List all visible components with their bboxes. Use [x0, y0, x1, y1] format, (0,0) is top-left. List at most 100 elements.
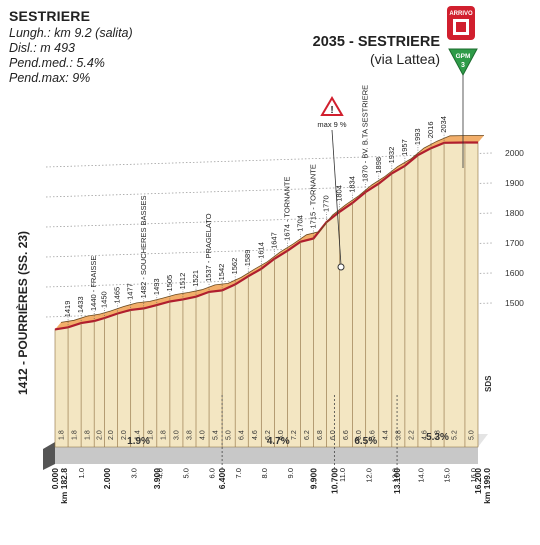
segment-gradient: 3.0	[173, 430, 180, 440]
segment-gradient: 1.4	[134, 430, 141, 440]
segment-gradient: 4.4	[382, 430, 389, 440]
y-tick-label: 1500	[505, 298, 524, 308]
km-tick-label: 15.0	[443, 468, 452, 483]
page-title: SESTRIERE	[9, 8, 91, 24]
max-gradient-marker: max 9 %	[317, 120, 347, 129]
elevation-label: 1512	[178, 273, 187, 290]
elevation-label: 1715 - TORNANTE	[309, 164, 318, 228]
elevation-label: 1647	[269, 232, 278, 249]
km-tick-label: 9.0	[286, 468, 295, 478]
max-gradient-leader	[331, 129, 342, 266]
segment-gradient: 2.0	[96, 430, 103, 440]
km-tick-label: 3.0	[129, 468, 138, 478]
climb-average-gradient: Pend.med.: 5.4%	[9, 56, 105, 70]
km-total-label: km 199.0	[482, 468, 492, 504]
segment-gradient: 6.8	[317, 430, 324, 440]
elevation-label: 1932	[387, 147, 396, 164]
km-tick-label: 6.400	[217, 468, 227, 490]
climb-max-gradient: Pend.max: 9%	[9, 71, 91, 85]
y-tick-label: 1700	[505, 238, 524, 248]
elevation-label: 1589	[243, 250, 252, 267]
elevation-label: 1465	[113, 287, 122, 304]
segment-gradient: 4.6	[252, 430, 259, 440]
km-tick-label: 3.900	[152, 468, 162, 490]
ground-front-face	[55, 447, 478, 464]
climb-length: Lungh.: km 9.2 (salita)	[9, 26, 133, 40]
elevation-label: 1537 - PRAGELATO	[204, 213, 213, 282]
km-tick-label: 9.900	[309, 468, 319, 490]
km-tick-label: 7.0	[234, 468, 243, 478]
profile-area	[54, 135, 484, 448]
segment-gradient: 5.4	[213, 430, 220, 440]
km-tick-label: 12.0	[364, 468, 373, 483]
elevation-label: 1505	[165, 275, 174, 292]
section-average: 4.7%	[267, 436, 290, 447]
y-tick-label: 1600	[505, 268, 524, 278]
profile-top-edge	[60, 135, 484, 323]
elevation-label: 1450	[100, 291, 109, 308]
segment-gradient: 5.0	[226, 430, 233, 440]
y-tick-label: 1900	[505, 178, 524, 188]
segment-gradient: 6.0	[278, 430, 285, 440]
finish-name: 2035 - SESTRIERE	[312, 34, 440, 50]
climb-elevation-gain: Disl.: m 493	[9, 41, 75, 55]
arrivo-badge-label: ARRIVO	[449, 11, 473, 17]
segment-gradient: 4.6	[421, 430, 428, 440]
segment-gradient: 3.8	[186, 430, 193, 440]
gpm-icon	[448, 48, 478, 77]
segment-gradient: 5.0	[468, 430, 475, 440]
section-average: 5.3%	[426, 432, 449, 443]
segment-gradient: 1.8	[85, 430, 92, 440]
segment-gradient: 2.2	[408, 430, 415, 440]
segment-gradient: 4.0	[200, 430, 207, 440]
start-location-label: 1412 - POURRIÈRES (SS. 23)	[15, 231, 30, 395]
km-tick-label: 16.200	[473, 468, 483, 494]
segment-gradient: 6.4	[239, 430, 246, 440]
segment-columns	[67, 142, 466, 447]
finish-label: 2035 - SESTRIERE (via Lattea)	[313, 34, 440, 68]
finish-subtitle: (via Lattea)	[369, 51, 440, 67]
km-tick-label: 5.0	[182, 468, 191, 478]
elevation-label: 1493	[152, 278, 161, 295]
section-average: 6.5%	[354, 436, 377, 447]
elevation-labels: 1419 1433 1440 - FRAISSE 1450 1465 1477 1482 -…	[63, 85, 448, 326]
elevation-label: 1477	[126, 283, 135, 300]
elevation-label: 1521	[191, 270, 200, 287]
elevation-label: 1562	[230, 258, 239, 275]
elevation-label: 1542	[217, 264, 226, 281]
segment-gradient: 3.8	[395, 430, 402, 440]
km-tick-label: 13.0	[390, 468, 399, 483]
elevation-label: 1834	[348, 176, 357, 193]
segment-gradient: 5.6	[369, 430, 376, 440]
max-gradient-point	[337, 263, 345, 271]
km-tick-label: 10.700	[329, 468, 339, 494]
segment-gradient: 5.2	[452, 430, 459, 440]
segment-gradient: 6.6	[343, 430, 350, 440]
segment-gradient: 6.0	[356, 430, 363, 440]
km-tick-label: 4.0	[155, 468, 164, 478]
markers: 1412 - POURRIÈRES (SS. 23)! max 9 % ARRIVO…	[15, 6, 493, 395]
km-tick-label: 6.0	[208, 468, 217, 478]
elevation-label: 1770	[322, 195, 331, 212]
segment-gradient: 2.0	[108, 430, 115, 440]
segment-gradient-labels: 1.8 1.8 1.8 2.0 2.0 2.0 1.4 1.8 1.8 3.0 3.8 4.0 5.4 5…	[59, 430, 476, 440]
segment-gradient: 2.0	[121, 430, 128, 440]
elevation-label: 2034	[439, 116, 448, 133]
km-tick-label: 2.000	[102, 468, 112, 490]
y-tick-label: 1800	[505, 208, 524, 218]
segment-gradient: 6.2	[304, 430, 311, 440]
segment-gradient: 6.8	[435, 430, 442, 440]
elevation-label: 1433	[76, 296, 85, 313]
segment-gradient: 1.8	[147, 430, 154, 440]
y-tick-label: 2000	[505, 148, 524, 158]
km-tick-label: 8.0	[260, 468, 269, 478]
km-tick-label: 1.0	[77, 468, 86, 478]
segment-gradient: 1.8	[59, 430, 66, 440]
segment-gradient: 1.8	[160, 430, 167, 440]
elevation-label: 1898	[374, 157, 383, 174]
segment-gradient: 1.8	[72, 430, 79, 440]
segment-gradient: 7.2	[291, 430, 298, 440]
warning-icon	[320, 96, 344, 116]
gpm-category: 3	[461, 62, 465, 69]
